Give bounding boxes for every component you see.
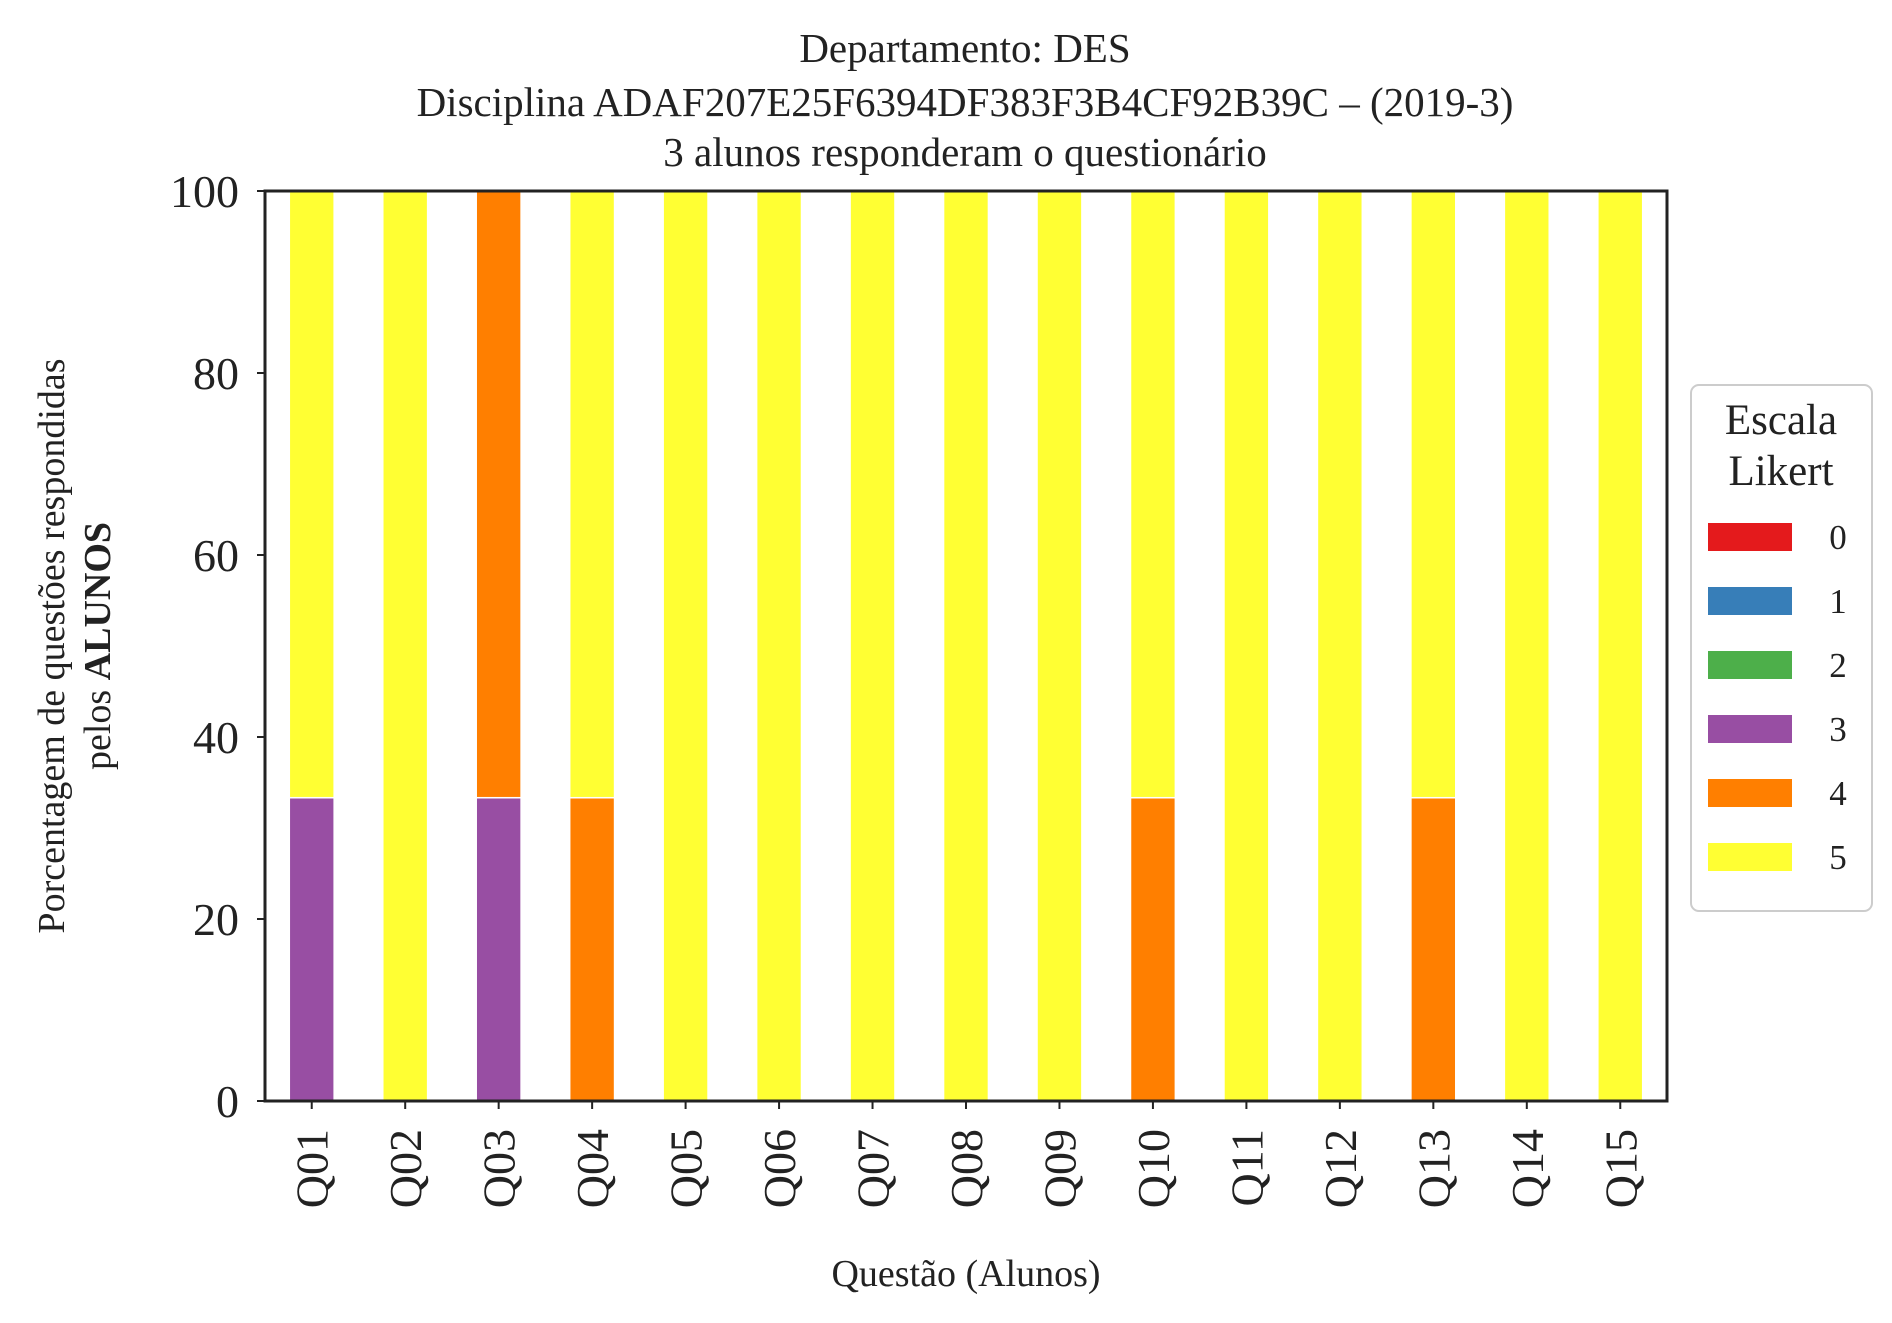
x-tick-label-Q10: Q10 <box>1128 1129 1179 1208</box>
legend-swatch-4 <box>1708 779 1792 807</box>
bar-Q15-likert-5 <box>1597 190 1644 1102</box>
bar-Q07-likert-5 <box>849 190 896 1102</box>
x-tick-label-Q13: Q13 <box>1408 1129 1459 1208</box>
legend-swatch-5 <box>1708 843 1792 871</box>
x-tick-label-Q04: Q04 <box>567 1129 618 1208</box>
chart-title: Departamento: DES Disciplina ADAF207E25F… <box>417 25 1514 175</box>
bar-Q04-likert-4 <box>568 796 616 1102</box>
x-axis-label: Questão (Alunos) <box>831 1253 1100 1295</box>
bar-Q09-likert-5 <box>1036 190 1083 1102</box>
y-axis-label-line-2-bold: ALUNOS <box>77 522 119 680</box>
y-axis-label-line-1: Porcentagem de questões respondidas <box>31 358 73 933</box>
legend-label-1: 1 <box>1829 582 1847 621</box>
x-tick-label-Q09: Q09 <box>1034 1129 1085 1208</box>
legend-label-3: 3 <box>1829 710 1847 749</box>
bar-Q05-likert-5 <box>662 190 709 1102</box>
x-tick-label-Q12: Q12 <box>1315 1129 1366 1208</box>
bar-Q02-likert-5 <box>382 190 429 1102</box>
legend-label-5: 5 <box>1829 838 1847 877</box>
legend-label-2: 2 <box>1829 646 1847 685</box>
chart-title-line-1: Departamento: DES <box>799 25 1130 71</box>
chart-title-line-2: Disciplina ADAF207E25F6394DF383F3B4CF92B… <box>417 79 1514 125</box>
legend-label-4: 4 <box>1829 774 1847 813</box>
legend-swatch-2 <box>1708 651 1792 679</box>
legend-title-line-1: Escala <box>1725 397 1837 444</box>
bar-Q08-likert-5 <box>942 190 990 1102</box>
bar-Q06-likert-5 <box>755 190 803 1102</box>
y-tick-label: 80 <box>193 348 239 399</box>
y-axis-ticks: 0 20 40 60 80 100 <box>170 166 265 1127</box>
x-tick-label-Q07: Q07 <box>848 1129 899 1208</box>
legend-title-line-2: Likert <box>1728 448 1833 495</box>
bar-Q13-likert-5 <box>1410 190 1457 799</box>
x-tick-label-Q02: Q02 <box>380 1129 431 1208</box>
x-tick-label-Q01: Q01 <box>287 1129 338 1208</box>
y-axis-label-line-2: pelos ALUNOS <box>77 522 119 770</box>
legend-swatch-1 <box>1708 587 1792 615</box>
legend: Escala Likert 0 1 2 3 4 5 <box>1690 384 1873 912</box>
x-tick-label-Q05: Q05 <box>661 1129 712 1208</box>
legend-items: 0 1 2 3 4 5 <box>1708 518 1847 877</box>
bar-Q01-likert-3 <box>288 796 335 1102</box>
legend-swatch-0 <box>1708 523 1792 551</box>
legend-swatch-3 <box>1708 715 1792 743</box>
bar-Q01-likert-5 <box>288 190 335 799</box>
x-tick-label-Q14: Q14 <box>1502 1129 1553 1208</box>
bars-layer <box>288 190 1644 1102</box>
y-tick-label: 60 <box>193 530 239 581</box>
bar-Q13-likert-4 <box>1410 796 1457 1102</box>
y-tick-label: 100 <box>170 166 239 217</box>
y-tick-label: 40 <box>193 712 239 763</box>
x-tick-label-Q15: Q15 <box>1595 1129 1646 1208</box>
bar-Q11-likert-5 <box>1223 190 1270 1102</box>
bar-Q10-likert-4 <box>1129 796 1177 1102</box>
y-axis-label: Porcentagem de questões respondidas pelo… <box>31 358 119 933</box>
bar-Q03-likert-3 <box>475 796 522 1102</box>
y-tick-label: 20 <box>193 894 239 945</box>
bar-Q14-likert-5 <box>1503 190 1550 1102</box>
x-tick-label-Q03: Q03 <box>474 1129 525 1208</box>
y-axis-label-line-2-prefix: pelos <box>77 680 119 770</box>
x-tick-label-Q08: Q08 <box>941 1129 992 1208</box>
bar-Q04-likert-5 <box>568 190 616 799</box>
x-tick-label-Q11: Q11 <box>1221 1129 1272 1207</box>
x-tick-label-Q06: Q06 <box>754 1129 805 1208</box>
y-tick-label: 0 <box>216 1076 239 1127</box>
x-axis-ticks: Q01 Q02 Q03 Q04 Q05 Q06 Q07 Q08 Q09 Q10 Q11 Q12 Q13 Q… <box>287 1101 1646 1208</box>
legend-label-0: 0 <box>1829 518 1847 557</box>
bar-Q10-likert-5 <box>1129 190 1177 799</box>
bar-Q03-likert-4 <box>475 190 522 799</box>
bar-Q12-likert-5 <box>1316 190 1364 1102</box>
chart-title-line-3: 3 alunos responderam o questionário <box>663 129 1266 175</box>
